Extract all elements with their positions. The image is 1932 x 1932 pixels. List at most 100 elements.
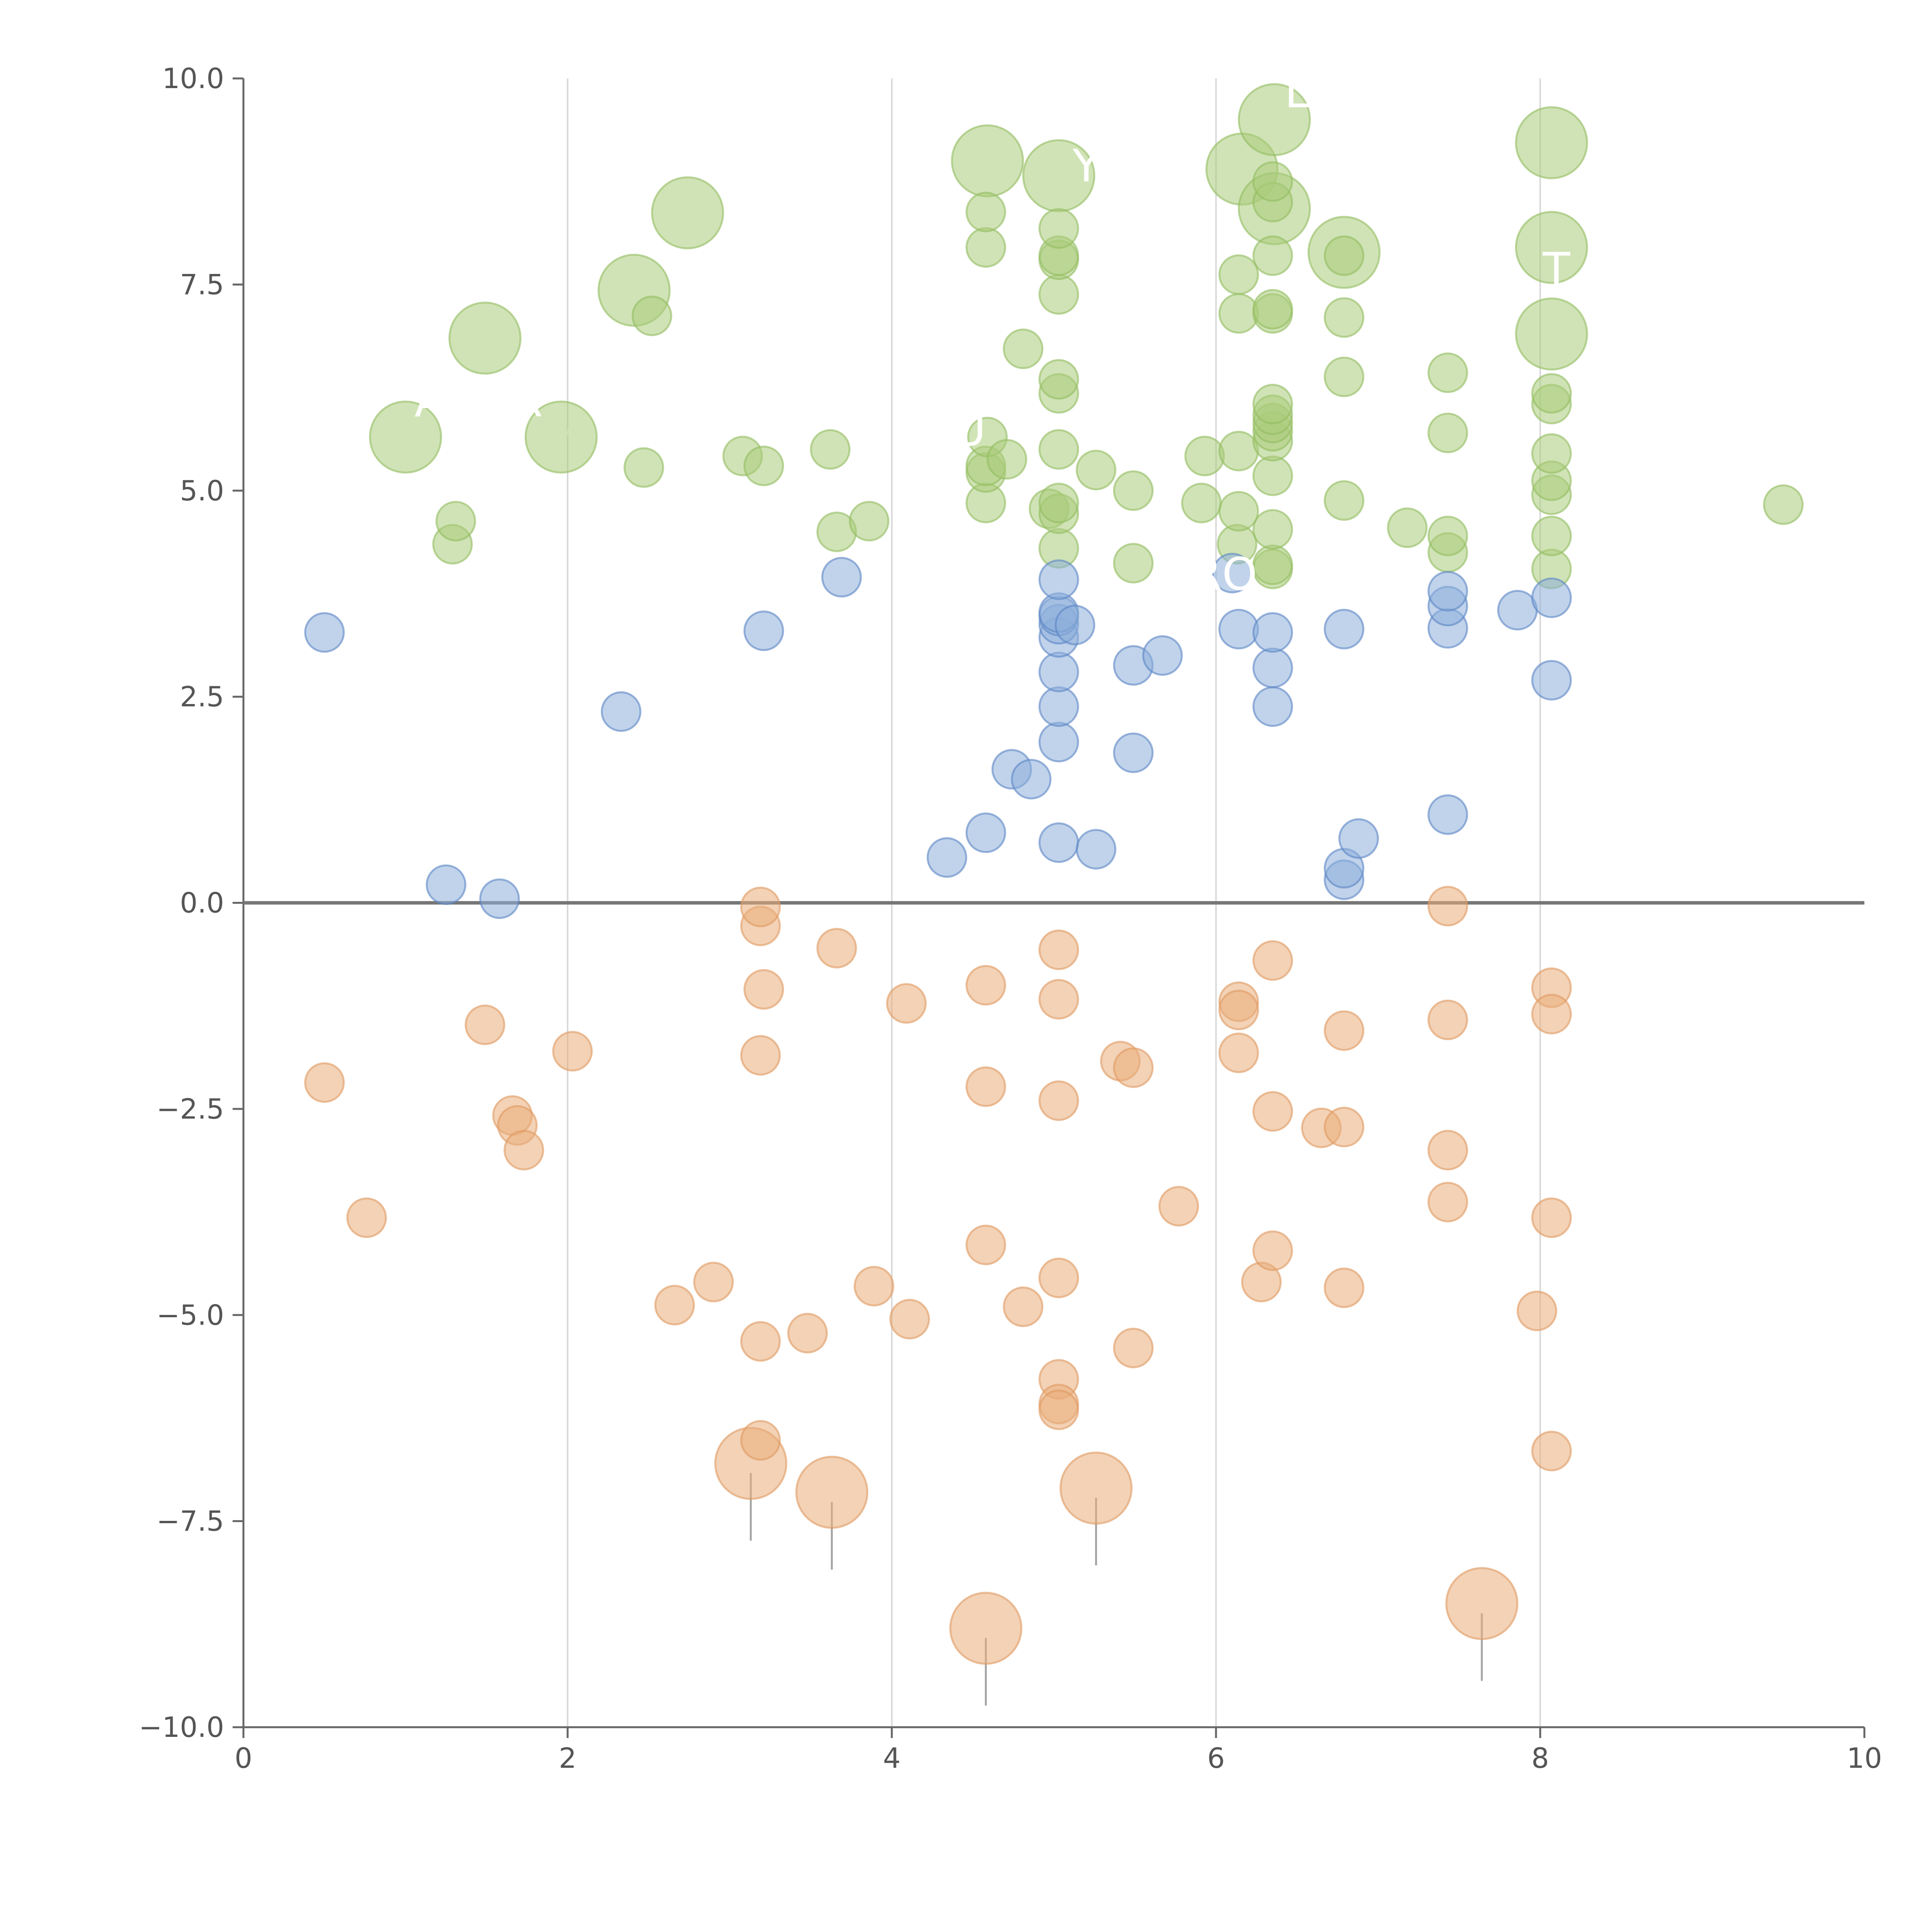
- green-bubble: [1515, 297, 1588, 371]
- blue-bubble: [479, 878, 520, 919]
- green-bubble: [1218, 293, 1259, 334]
- orange-bubble: [464, 1004, 505, 1045]
- blue-bubble: [743, 610, 784, 651]
- orange-bubble: [503, 1130, 544, 1171]
- bubble-label: RO: [1191, 548, 1257, 600]
- green-bubble: [1323, 356, 1364, 397]
- orange-bubble: [740, 1035, 781, 1076]
- blue-bubble: [1054, 605, 1095, 646]
- green-bubble: [524, 400, 598, 474]
- x-tick-label: 8: [1531, 1742, 1549, 1774]
- green-bubble: [1531, 373, 1572, 414]
- y-tick-label: 2.5: [180, 680, 224, 713]
- green-bubble: [986, 439, 1027, 480]
- green-bubble: [1038, 483, 1079, 524]
- green-bubble: [1218, 430, 1259, 471]
- orange-bubble: [740, 1321, 781, 1362]
- blue-bubble: [1218, 609, 1259, 650]
- green-bubble: [1252, 544, 1293, 585]
- blue-bubble: [1113, 732, 1154, 773]
- y-tick-label: −7.5: [156, 1505, 224, 1537]
- orange-bubble: [965, 965, 1006, 1006]
- orange-bubble: [743, 969, 784, 1010]
- orange-bubble: [740, 1420, 781, 1461]
- green-bubble: [1252, 384, 1293, 425]
- green-bubble: [1323, 480, 1364, 521]
- green-bubble: [1252, 455, 1293, 496]
- green-bubble: [810, 429, 851, 470]
- y-tick-label: −2.5: [156, 1093, 224, 1125]
- bubble-label-layer: A R L Y RO T U: [415, 66, 1571, 600]
- orange-bubble: [1158, 1186, 1199, 1227]
- orange-bubble: [886, 983, 927, 1024]
- green-bubble: [1038, 359, 1079, 400]
- orange-bubble: [1038, 979, 1079, 1020]
- bubble-label: Y: [1072, 140, 1100, 192]
- green-bubble: [1218, 254, 1259, 295]
- orange-bubble: [795, 1456, 869, 1529]
- green-bubble: [1181, 483, 1222, 524]
- blue-bubble: [1252, 686, 1293, 727]
- orange-bubble: [1323, 1267, 1364, 1308]
- orange-bubble: [816, 928, 857, 969]
- orange-bubble: [1003, 1286, 1044, 1327]
- orange-bubble: [654, 1285, 695, 1326]
- orange-bubble: [1218, 1032, 1259, 1073]
- green-bubble: [1038, 274, 1079, 315]
- green-bubble: [448, 301, 522, 375]
- orange-bubble: [1445, 1567, 1519, 1640]
- y-tick-label: 10.0: [162, 62, 224, 95]
- blue-bubble: [600, 691, 641, 732]
- orange-bubble: [1427, 1130, 1468, 1171]
- green-bubble: [1113, 543, 1154, 583]
- leader-line-layer: [410, 82, 1570, 1706]
- orange-bubble: [854, 1266, 895, 1307]
- orange-bubble: [693, 1262, 734, 1303]
- blue-bubble: [1427, 794, 1468, 835]
- blue-bubble: [965, 812, 1006, 853]
- blue-bubble: [1038, 822, 1079, 863]
- blue-bubble: [1038, 686, 1079, 727]
- green-bubble: [1531, 515, 1572, 556]
- axis-layer: 0 2 4 6 8 10 10.0 7.5 5.0 2.5 0.0 −2.5 −5.0 −7.5 −10.0: [139, 62, 1882, 1774]
- blue-bubble: [1531, 577, 1572, 618]
- green-bubble: [1252, 289, 1293, 330]
- blue-bubble: [304, 612, 345, 653]
- green-bubble: [1038, 208, 1079, 249]
- blue-bubble: [1038, 721, 1079, 762]
- blue-bubble: [821, 557, 862, 598]
- orange-bubble: [965, 1066, 1006, 1107]
- green-bubble: [1038, 429, 1079, 470]
- y-tick-label: 0.0: [180, 887, 224, 919]
- orange-bubble: [1060, 1451, 1133, 1525]
- orange-bubble: [304, 1062, 345, 1103]
- green-bubble: [435, 501, 476, 542]
- blue-bubble: [1252, 647, 1293, 688]
- blue-bubble: [1531, 660, 1572, 701]
- orange-bubble: [1252, 940, 1293, 981]
- green-bubble: [1003, 328, 1044, 369]
- blue-bubble: [1076, 829, 1117, 870]
- y-tick-label: 7.5: [180, 268, 224, 301]
- green-bubble: [1427, 412, 1468, 453]
- x-tick-label: 0: [235, 1742, 252, 1774]
- green-bubble: [1515, 106, 1588, 179]
- orange-bubble: [1323, 1107, 1364, 1148]
- orange-bubble: [1427, 886, 1468, 927]
- green-bubble: [1323, 297, 1364, 338]
- green-bubble: [1427, 352, 1468, 393]
- bubble-label: T: [1543, 243, 1571, 295]
- green-bubble: [651, 176, 724, 250]
- orange-bubble: [889, 1299, 930, 1340]
- bubble-layer: [304, 83, 1804, 1665]
- blue-bubble: [1038, 559, 1079, 600]
- green-bubble: [1218, 491, 1259, 532]
- orange-bubble: [1531, 1197, 1572, 1238]
- orange-bubble: [965, 1225, 1006, 1265]
- blue-bubble: [1497, 590, 1538, 631]
- bubble-label: L: [1284, 66, 1310, 118]
- blue-bubble: [1011, 759, 1052, 799]
- orange-bubble: [1531, 994, 1572, 1035]
- green-bubble: [1184, 435, 1225, 476]
